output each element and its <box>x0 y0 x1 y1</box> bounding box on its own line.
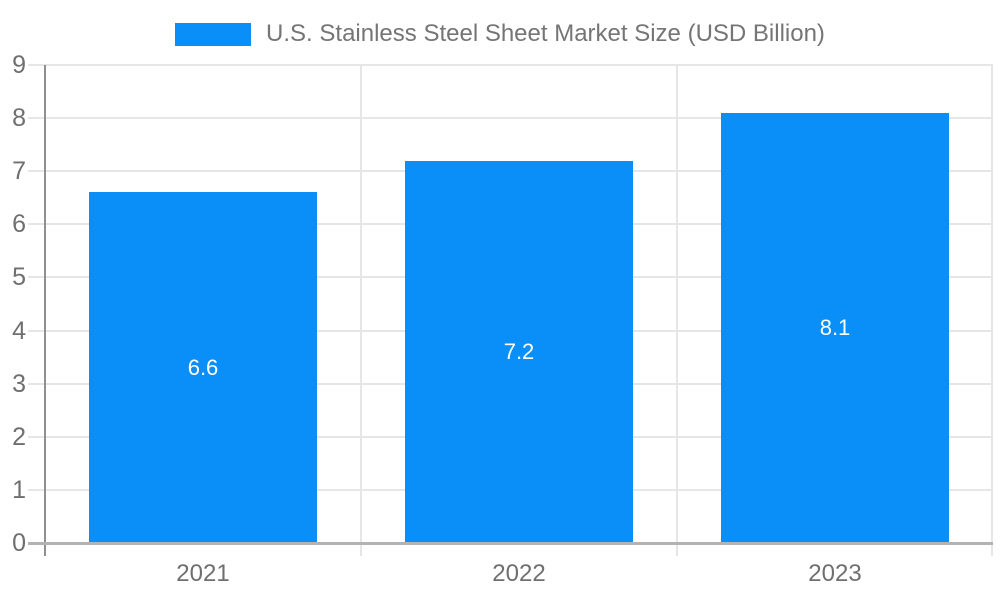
bar-value-label: 6.6 <box>187 354 219 380</box>
legend-label: U.S. Stainless Steel Sheet Market Size (… <box>266 20 825 47</box>
category-boundary-line <box>676 65 678 556</box>
category-boundary-line <box>360 65 362 556</box>
y-gridline <box>28 64 993 66</box>
x-axis-label: 2023 <box>808 560 862 587</box>
y-axis-tick-label: 1 <box>12 475 26 504</box>
y-axis-tick-label: 7 <box>12 157 26 186</box>
y-axis-tick-label: 8 <box>12 104 26 133</box>
y-axis-tick-label: 0 <box>12 529 26 557</box>
y-axis-tick-label: 9 <box>12 51 26 79</box>
legend-swatch-icon <box>175 22 252 46</box>
x-axis-label: 2022 <box>492 560 546 587</box>
plot-area: 0 1 2 3 4 5 6 7 8 9 6.6 2021 7.2 2022 8.1 2023 <box>12 51 993 587</box>
chart-legend: U.S. Stainless Steel Sheet Market Size (… <box>0 20 1000 48</box>
bar-value-label: 7.2 <box>503 338 535 364</box>
x-axis-line <box>28 542 993 545</box>
y-axis-tick-label: 3 <box>12 369 26 398</box>
y-axis-tick-label: 2 <box>12 422 26 451</box>
x-axis-label: 2021 <box>176 560 230 587</box>
y-axis-tick-label: 5 <box>12 263 26 292</box>
bar-value-label: 8.1 <box>819 314 851 340</box>
legend-item[interactable]: U.S. Stainless Steel Sheet Market Size (… <box>175 20 825 48</box>
y-axis-tick-label: 6 <box>12 210 26 239</box>
bar-2021[interactable] <box>89 192 317 543</box>
bar-2022[interactable] <box>405 160 633 543</box>
y-axis-line <box>44 65 46 556</box>
bar-2023[interactable] <box>721 112 949 543</box>
y-gridline <box>28 117 993 120</box>
plot-right-border <box>991 65 993 556</box>
y-axis-tick-label: 4 <box>12 316 26 345</box>
